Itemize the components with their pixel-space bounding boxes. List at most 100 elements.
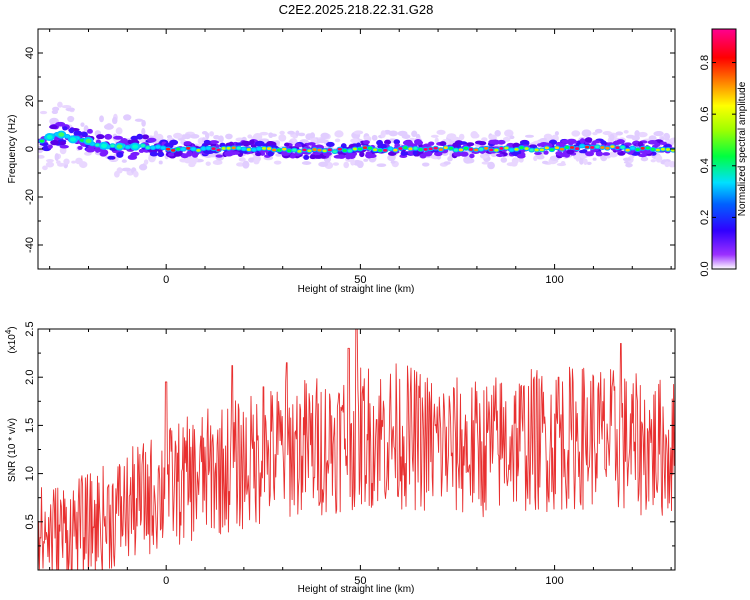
- spectrogram-haze-cell: [533, 155, 538, 162]
- spectrogram-core-peak: [261, 146, 267, 150]
- spectrogram-core-peak: [216, 148, 221, 152]
- spectrogram-core-peak: [574, 147, 580, 150]
- spectrogram-haze-cell: [212, 159, 223, 165]
- spectrogram-band-cell: [595, 151, 603, 157]
- spectrogram-haze-cell: [65, 107, 75, 112]
- snr-ticks: 0 50 100 0.5 1.0 1.5 2.0 2.5: [24, 321, 675, 587]
- chart-title: C2E2.2025.218.22.31.G28: [279, 2, 434, 17]
- spectrogram-core-peak: [282, 147, 287, 151]
- spectrogram-haze-cell: [205, 161, 211, 166]
- spectrogram-band-cell: [362, 140, 370, 145]
- spectrogram-core-peak: [504, 146, 509, 150]
- spectrogram-core-peak: [322, 149, 327, 153]
- spectrogram-haze-cell: [112, 116, 118, 125]
- spectrogram-early-blob-core: [132, 144, 139, 149]
- spectrogram-haze-cell: [650, 159, 656, 163]
- spectrogram-band-cell: [663, 144, 671, 148]
- spectrogram-haze-cell: [134, 118, 144, 122]
- spectrogram-haze-cell: [259, 131, 269, 136]
- spectrogram-band-cell: [333, 154, 343, 159]
- colorbar-ticks: 0.0 0.2 0.4 0.6 0.8: [699, 55, 736, 277]
- spectrogram-y-axis-label: Frequency (Hz): [7, 115, 18, 184]
- spectrogram-haze-cell: [54, 153, 59, 161]
- spectrogram-band-cell: [77, 145, 83, 150]
- spectrogram-core-peak: [499, 146, 504, 150]
- spectrogram-haze-cell: [290, 133, 295, 138]
- spectrogram-band-cell: [413, 139, 423, 145]
- spectrogram-core-peak: [564, 146, 570, 149]
- spectrogram-band-cell: [289, 153, 296, 159]
- spectrogram-haze-cell: [121, 167, 132, 172]
- spectrogram-haze-cell: [133, 170, 139, 178]
- spectrogram-core-peak: [307, 149, 312, 153]
- spectrogram-core-peak: [605, 146, 610, 150]
- spectrogram-band-cell: [566, 149, 575, 155]
- spectrogram-haze-cell: [353, 130, 364, 135]
- spectrogram-core-peak: [478, 147, 484, 151]
- spectrogram-haze-cell: [481, 137, 488, 142]
- spectrogram-band-cell: [637, 141, 644, 148]
- colorbar-tick-label: 0.0: [699, 261, 711, 276]
- spectrogram-core-peak: [590, 146, 595, 149]
- spectrogram-haze-cell: [307, 133, 314, 137]
- spectrogram-core-peak: [271, 148, 277, 152]
- snr-series-line: [38, 329, 675, 570]
- spectrogram-band-cell: [215, 154, 223, 158]
- spectrogram-band-cell: [294, 143, 302, 148]
- spectrogram-haze-cell: [481, 161, 490, 165]
- spectrogram-haze-cell: [298, 132, 306, 137]
- spectrogram-band-cell: [147, 137, 157, 143]
- spectrogram-haze-cell: [623, 130, 629, 134]
- spectrogram-haze-cell: [488, 134, 497, 141]
- colorbar-label: Normalized spectral amplitude: [737, 81, 748, 216]
- spectrogram-core-peak: [342, 149, 348, 152]
- snr-plot-area: [38, 329, 675, 570]
- spectrogram-core-peak: [645, 146, 651, 150]
- spectrogram-core-peak: [191, 147, 196, 151]
- spectrogram-haze-cell: [248, 157, 255, 163]
- spectrogram-haze-cell: [446, 133, 457, 140]
- spectrogram-haze-cell: [376, 163, 387, 167]
- spectrogram-haze-cell: [57, 101, 63, 108]
- spectrogram-haze-cell: [334, 130, 344, 138]
- x-tick-label: 0: [163, 575, 169, 587]
- spectrogram-haze-cell: [182, 157, 191, 163]
- spectrogram-core-peak: [181, 147, 186, 151]
- spectrogram-core-peak: [463, 146, 469, 150]
- spectrogram-haze-cell: [640, 156, 649, 162]
- spectrogram-band-cell: [284, 142, 290, 147]
- spectrogram-band-cell: [469, 153, 475, 159]
- spectrogram-band-cell: [59, 144, 69, 149]
- spectrogram-band-cell: [516, 153, 526, 159]
- spectrogram-haze-cell: [458, 133, 465, 141]
- spectrogram-core-peak: [554, 146, 560, 150]
- spectrogram-haze-cell: [662, 132, 671, 141]
- spectrogram-haze-cell: [39, 110, 48, 115]
- spectrogram-haze-cell: [592, 157, 597, 161]
- spectrogram-core-peak: [453, 148, 459, 152]
- spectrogram-haze-cell: [653, 131, 662, 137]
- spectrogram-core-peak: [160, 146, 166, 150]
- spectrogram-band-cell: [459, 141, 468, 145]
- spectrogram-core-peak: [650, 147, 656, 151]
- spectrogram-haze-cell: [509, 135, 515, 140]
- spectrogram-core-peak: [80, 139, 85, 142]
- spectrogram-core-peak: [196, 148, 201, 152]
- spectrogram-band-cell: [394, 143, 401, 147]
- spectrogram-haze-cell: [45, 159, 54, 163]
- spectrogram-haze-cell: [99, 115, 104, 123]
- spectrogram-haze-cell: [401, 134, 411, 140]
- colorbar-tick-label: 0.2: [699, 210, 711, 225]
- spectrogram-haze-cell: [388, 130, 399, 137]
- spectrogram-core-peak: [640, 146, 645, 150]
- spectrogram-band-cell: [173, 151, 180, 157]
- spectrogram-band-cell: [460, 151, 469, 157]
- spectrogram-core-peak: [408, 147, 413, 151]
- spectrogram-band-cell: [387, 151, 397, 156]
- snr-frame: [37, 328, 676, 571]
- spectrogram-core-peak: [251, 148, 257, 152]
- spectrogram-band-cell: [602, 152, 611, 156]
- spectrogram-band-cell: [512, 142, 521, 149]
- snr-y-axis-label: SNR (10 * v/v): [7, 418, 18, 482]
- spectrogram-haze-cell: [59, 146, 67, 155]
